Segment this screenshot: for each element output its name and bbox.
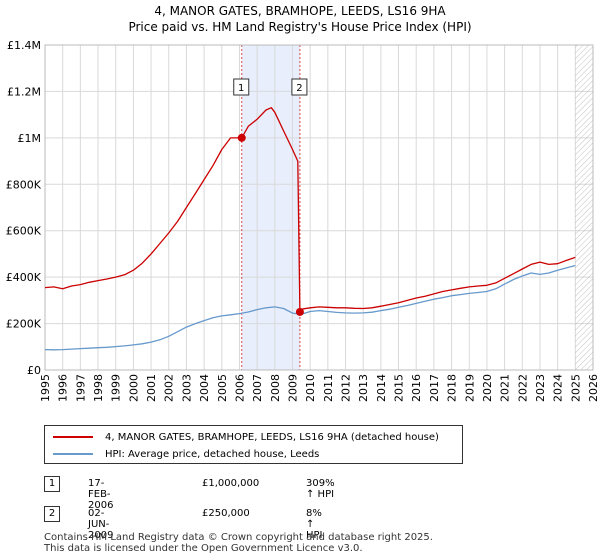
x-tick-label: 2008	[269, 374, 282, 402]
x-tick-label: 1995	[39, 374, 52, 402]
x-tick-label: 1999	[110, 374, 123, 402]
legend-label-property: 4, MANOR GATES, BRAMHOPE, LEEDS, LS16 9H…	[105, 431, 439, 443]
sale-marker-box	[233, 78, 250, 96]
chart-area: 1 2 £0 £200K £400K £600K £800K £1M £1.2M £1.4M 199…	[6, 39, 600, 402]
x-tick-label: 2007	[251, 374, 264, 402]
sale-marker-label: 2	[296, 83, 302, 94]
x-tick-label: 2002	[163, 374, 176, 402]
y-tick-label: £1.4M	[7, 39, 41, 52]
x-tick-label: 2004	[198, 374, 211, 402]
chart-subtitle: Price paid vs. HM Land Registry's House …	[128, 20, 472, 34]
legend-item-hpi: HPI: Average price, detached house, Leed…	[53, 446, 319, 462]
y-tick-label: £400K	[6, 271, 42, 284]
x-tick-label: 2005	[216, 374, 229, 402]
legend-swatch-hpi	[53, 453, 93, 455]
x-tick-label: 1998	[92, 374, 105, 402]
x-tick-label: 2025	[569, 374, 582, 402]
x-tick-label: 2009	[286, 374, 299, 402]
x-tick-label: 2019	[463, 374, 476, 402]
x-tick-label: 1996	[57, 374, 70, 402]
y-tick-label: £800K	[6, 178, 42, 191]
y-tick-label: £200K	[6, 318, 42, 331]
x-tick-label: 1997	[74, 374, 87, 402]
x-tick-label: 2010	[304, 374, 317, 402]
x-tick-label: 2018	[446, 374, 459, 402]
x-tick-label: 2012	[340, 374, 353, 402]
x-tick-label: 2023	[534, 374, 547, 402]
y-tick-label: £1M	[18, 132, 42, 145]
forecast-hatch	[575, 45, 593, 370]
chart-title: 4, MANOR GATES, BRAMHOPE, LEEDS, LS16 9H…	[154, 4, 446, 18]
x-tick-label: 2021	[499, 374, 512, 402]
x-tick-label: 2000	[127, 374, 140, 402]
x-tick-label: 2022	[516, 374, 529, 402]
sale-point	[237, 133, 246, 142]
y-tick-label: £0	[27, 364, 41, 377]
y-tick-label: £600K	[6, 225, 42, 238]
footer-licence: This data is licensed under the Open Gov…	[44, 543, 363, 554]
sale-marker-label: 1	[238, 83, 244, 94]
transaction-price: £1,000,000	[202, 478, 260, 489]
transaction-hpi-change: 8% ↑ HPI	[306, 508, 323, 541]
sale-marker-box	[291, 78, 308, 96]
legend-swatch-property	[53, 436, 93, 438]
transaction-date: 17-FEB-2006	[88, 478, 114, 511]
hpi-line	[44, 264, 576, 351]
transaction-hpi-change: 309% ↑ HPI	[306, 478, 335, 500]
x-tick-label: 2014	[375, 374, 388, 402]
transaction-date: 02-JUN-2009	[88, 508, 114, 541]
x-tick-label: 2003	[180, 374, 193, 402]
sale-period-shading	[241, 45, 300, 370]
x-tick-label: 2013	[357, 374, 370, 402]
chart-legend: 4, MANOR GATES, BRAMHOPE, LEEDS, LS16 9H…	[44, 425, 463, 464]
x-tick-label: 2006	[233, 374, 246, 402]
x-tick-label: 2024	[552, 374, 565, 402]
x-tick-label: 2020	[481, 374, 494, 402]
transaction-badge: 2	[44, 506, 60, 522]
x-tick-label: 2026	[587, 374, 600, 402]
transaction-badge: 1	[44, 476, 60, 492]
plot-frame	[44, 44, 594, 371]
footer-copyright: Contains HM Land Registry data © Crown c…	[44, 532, 433, 543]
x-tick-label: 2011	[322, 374, 335, 402]
x-tick-label: 2017	[428, 374, 441, 402]
x-tick-label: 2001	[145, 374, 158, 402]
x-tick-label: 2015	[393, 374, 406, 402]
y-tick-label: £1.2M	[7, 85, 41, 98]
legend-item-property: 4, MANOR GATES, BRAMHOPE, LEEDS, LS16 9H…	[53, 429, 439, 445]
sale-point	[295, 307, 304, 316]
x-tick-label: 2016	[410, 374, 423, 402]
transaction-price: £250,000	[202, 508, 250, 519]
legend-label-hpi: HPI: Average price, detached house, Leed…	[105, 448, 320, 460]
